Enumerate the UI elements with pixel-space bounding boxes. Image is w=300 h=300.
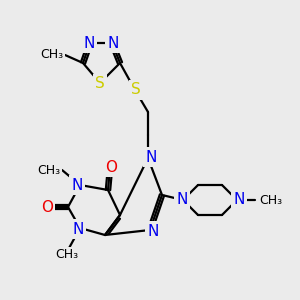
Text: N: N (83, 35, 95, 50)
Text: N: N (145, 149, 157, 164)
Text: CH₃: CH₃ (40, 49, 63, 62)
Text: CH₃: CH₃ (259, 194, 282, 206)
Text: N: N (176, 193, 188, 208)
Text: CH₃: CH₃ (56, 248, 79, 262)
Text: O: O (105, 160, 117, 175)
Text: O: O (41, 200, 53, 214)
Text: CH₃: CH₃ (37, 164, 60, 176)
Text: N: N (147, 224, 159, 238)
Text: N: N (107, 35, 119, 50)
Text: S: S (95, 76, 105, 92)
Text: S: S (131, 82, 141, 98)
Text: N: N (233, 193, 245, 208)
Text: N: N (72, 221, 84, 236)
Text: N: N (71, 178, 83, 193)
